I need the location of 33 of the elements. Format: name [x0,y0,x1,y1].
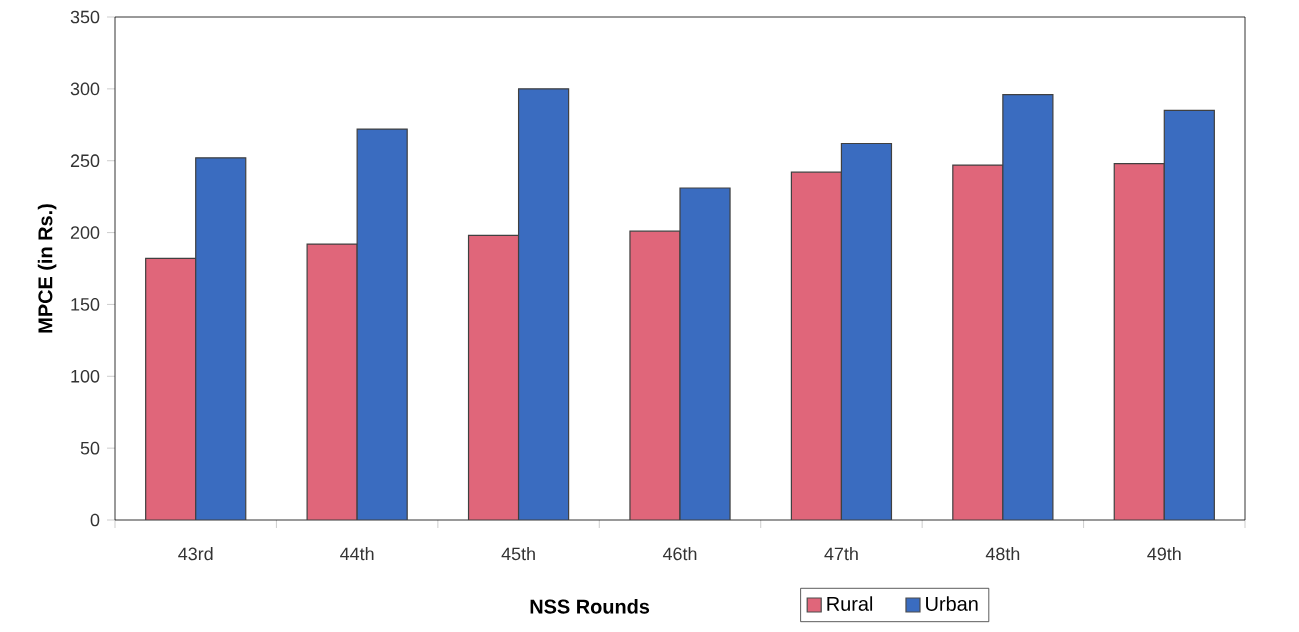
bar [195,157,247,520]
x-tick-label: 45th [501,547,535,561]
legend-label: Rural [827,596,873,611]
bar [306,243,358,520]
bar [679,187,731,520]
x-tick-label: 43rd [178,547,213,561]
bar [952,164,1004,520]
x-tick-label: 48th [985,547,1020,561]
legend-label: Urban [926,596,978,611]
bar [1163,109,1215,520]
x-tick-label: 46th [662,547,697,561]
bar [629,230,681,520]
bar [791,172,842,520]
y-tick-label: 250 [70,154,100,168]
x-tick-label: 49th [1147,547,1181,561]
y-tick-label: 200 [70,226,100,239]
y-tick-label: 100 [71,369,100,383]
y-tick-label: 300 [70,82,100,96]
x-tick-label: 47th [824,547,858,561]
bar [517,88,570,520]
x-axis-title: NSS Rounds [530,599,650,614]
bar [841,143,892,520]
y-tick-label: 50 [80,441,100,455]
y-axis-title: MPCE (in Rs.) [37,204,57,333]
bar [356,128,408,520]
x-tick-label: 44th [340,547,374,561]
bar [145,257,197,520]
y-tick-label: 350 [70,10,100,24]
bar [467,234,520,520]
y-tick-label: 0 [90,513,100,527]
bar [1002,94,1054,520]
bar [1113,162,1165,520]
y-tick-label: 150 [71,298,100,311]
